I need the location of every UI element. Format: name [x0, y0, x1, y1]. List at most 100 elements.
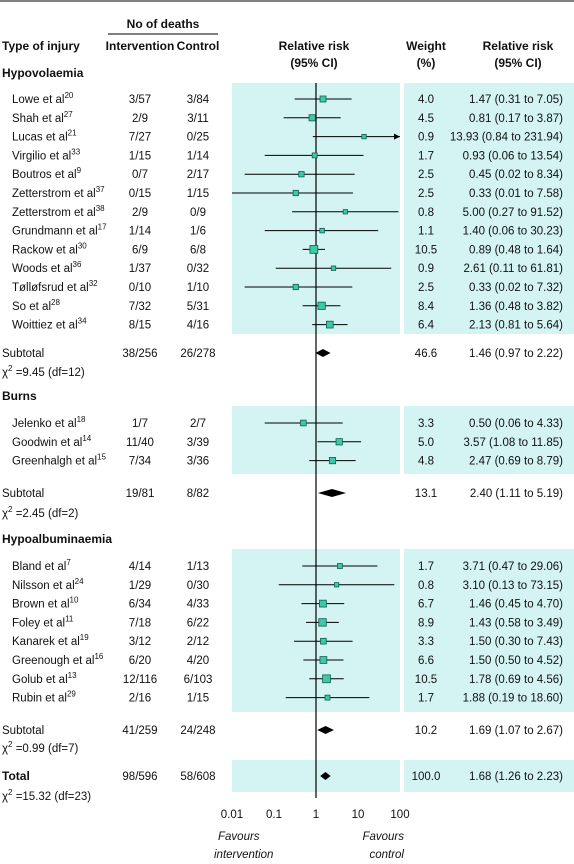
- study-intervention-deaths: 1/7: [132, 418, 148, 430]
- study-weight: 8.4: [418, 301, 435, 313]
- subtotal-relative-risk: 1.69 (1.07 to 2.67): [469, 725, 563, 737]
- study-control-deaths: 6/22: [187, 617, 209, 629]
- study-label: Boutros et al9: [12, 166, 82, 181]
- study-label: Virgilio et al33: [12, 147, 81, 162]
- study-point: [292, 283, 299, 291]
- subtotal-weight: 13.1: [415, 488, 437, 500]
- study-relative-risk: 5.00 (0.27 to 91.52): [463, 207, 564, 219]
- x-tick-label: 100: [390, 809, 409, 821]
- header-type-of-injury: Type of injury: [2, 39, 80, 53]
- study-label: So et al28: [12, 298, 60, 313]
- study-weight: 4.5: [418, 113, 434, 125]
- study-weight: 10.5: [415, 674, 437, 686]
- study-intervention-deaths: 0/7: [132, 169, 148, 181]
- study-label: Kanarek et al19: [12, 633, 89, 648]
- study-reference: 13: [68, 671, 77, 680]
- study-author: Zetterstrom et al: [12, 207, 96, 219]
- study-point: [317, 301, 326, 310]
- study-label: Golub et al13: [12, 671, 77, 686]
- chi-square-hypovolaemia-superscript: 2: [8, 364, 13, 373]
- study-author: Zetterstrom et al: [12, 188, 96, 200]
- study-reference: 34: [78, 317, 87, 326]
- subtotal-label: Subtotal: [2, 348, 44, 360]
- study-intervention-deaths: 2/9: [132, 207, 148, 219]
- study-relative-risk: 3.10 (0.13 to 73.15): [463, 580, 564, 592]
- study-weight: 1.7: [418, 561, 434, 573]
- study-intervention-deaths: 7/32: [129, 301, 151, 313]
- study-reference: 10: [70, 596, 79, 605]
- study-weight: 2.5: [418, 188, 434, 200]
- study-author: Greenough et al: [12, 655, 94, 667]
- favours-intervention-label-1: Favours: [218, 831, 260, 843]
- study-relative-risk: 1.40 (0.06 to 30.23): [463, 226, 564, 238]
- study-point: [361, 133, 367, 140]
- weight-panel-burns: [404, 406, 574, 474]
- study-intervention-deaths: 0/15: [129, 188, 151, 200]
- study-point: [292, 189, 299, 197]
- weight-panel-total: [404, 760, 574, 792]
- study-intervention-deaths: 7/18: [129, 617, 151, 629]
- header-relative-risk-ci: (95% CI): [290, 56, 337, 70]
- study-reference: 9: [77, 166, 82, 175]
- study-point: [311, 152, 318, 159]
- study-author: Greenhalgh et al: [12, 456, 97, 468]
- study-point: [342, 209, 348, 215]
- study-weight: 6.7: [418, 599, 434, 611]
- chi-square-hypovolaemia: χ2 =9.45 (df=12): [2, 364, 85, 379]
- favours-control-label-2: control: [369, 849, 404, 861]
- study-point: [328, 457, 337, 465]
- study-intervention-deaths: 4/14: [129, 561, 152, 573]
- study-intervention-deaths: 1/29: [129, 580, 151, 592]
- chi-square-hypovolaemia-symbol: χ: [2, 367, 8, 379]
- study-weight: 1.7: [418, 693, 434, 705]
- subtotal-label: Subtotal: [2, 725, 44, 737]
- study-control-deaths: 0/32: [187, 263, 209, 275]
- weight-panel-hypovolaemia: [404, 83, 574, 334]
- study-author: Grundmann et al: [12, 226, 98, 238]
- chi-square-burns-value: =2.45 (df=2): [13, 508, 79, 520]
- study-author: Jelenko et al: [12, 418, 77, 430]
- study-relative-risk: 0.33 (0.02 to 7.32): [469, 282, 563, 294]
- total-control-deaths: 58/608: [180, 771, 215, 783]
- study-point: [319, 95, 327, 103]
- study-point: [309, 245, 319, 254]
- study-relative-risk: 0.89 (0.48 to 1.64): [469, 244, 563, 256]
- study-label: Rackow et al30: [12, 241, 87, 256]
- study-reference: 24: [75, 577, 84, 586]
- subtotal-label: Subtotal: [2, 488, 44, 500]
- chi-square-total-superscript: 2: [8, 788, 13, 797]
- study-relative-risk: 1.47 (0.31 to 7.05): [469, 94, 563, 106]
- total-intervention-deaths: 98/596: [122, 771, 157, 783]
- study-label: Lowe et al20: [12, 91, 74, 106]
- study-weight: 2.5: [418, 169, 434, 181]
- header-rr-column-ci: (95% CI): [494, 56, 541, 70]
- x-tick-label: 1: [313, 809, 319, 821]
- study-author: Rackow et al: [12, 244, 78, 256]
- study-control-deaths: 6/103: [184, 674, 213, 686]
- study-relative-risk: 0.45 (0.02 to 8.34): [469, 169, 563, 181]
- study-label: Nilsson et al24: [12, 577, 84, 592]
- study-control-deaths: 1/14: [187, 150, 210, 162]
- study-label: Brown et al10: [12, 596, 79, 611]
- study-control-deaths: 3/84: [187, 94, 210, 106]
- study-control-deaths: 4/16: [187, 320, 209, 332]
- study-label: Goodwin et al14: [12, 434, 92, 449]
- study-control-deaths: 1/13: [187, 561, 209, 573]
- study-reference: 33: [71, 147, 80, 156]
- study-control-deaths: 2/12: [187, 636, 209, 648]
- study-control-deaths: 2/17: [187, 169, 209, 181]
- study-point: [335, 438, 343, 446]
- study-point: [308, 114, 316, 122]
- study-intervention-deaths: 8/15: [129, 320, 151, 332]
- chi-square-hypoalbuminaemia-value: =0.99 (df=7): [13, 743, 79, 755]
- study-control-deaths: 6/8: [190, 244, 206, 256]
- study-reference: 16: [94, 652, 103, 661]
- study-control-deaths: 4/33: [187, 599, 209, 611]
- study-reference: 14: [82, 434, 91, 443]
- study-reference: 30: [78, 241, 87, 250]
- study-weight: 1.7: [418, 150, 434, 162]
- subtotal-relative-risk: 1.46 (0.97 to 2.22): [469, 348, 563, 360]
- study-author: Brown et al: [12, 599, 70, 611]
- study-reference: 27: [64, 110, 73, 119]
- study-relative-risk: 1.46 (0.45 to 4.70): [469, 599, 563, 611]
